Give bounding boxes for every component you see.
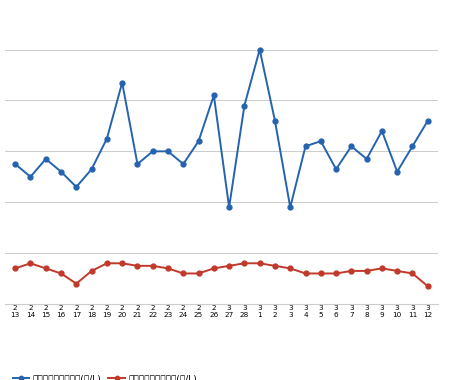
レギュラー看板価格(円/L) [211, 93, 216, 98]
Legend: レギュラー看板価格(円/L), レギュラー実売価格(円/L): レギュラー看板価格(円/L), レギュラー実売価格(円/L) [9, 371, 200, 380]
レギュラー実売価格(円/L) [348, 269, 353, 273]
レギュラー実売価格(円/L) [409, 271, 414, 276]
レギュラー看板価格(円/L) [348, 144, 353, 149]
レギュラー看板価格(円/L) [74, 185, 79, 189]
レギュラー看板価格(円/L) [28, 174, 33, 179]
Line: レギュラー看板価格(円/L): レギュラー看板価格(円/L) [13, 47, 429, 210]
レギュラー実売価格(円/L) [74, 281, 79, 286]
レギュラー看板価格(円/L) [241, 103, 247, 108]
レギュラー実売価格(円/L) [89, 269, 94, 273]
レギュラー実売価格(円/L) [13, 266, 18, 271]
レギュラー看板価格(円/L) [257, 47, 262, 52]
レギュラー実売価格(円/L) [195, 271, 201, 276]
レギュラー実売価格(円/L) [28, 261, 33, 266]
レギュラー実売価格(円/L) [287, 266, 292, 271]
レギュラー実売価格(円/L) [318, 271, 323, 276]
レギュラー実売価格(円/L) [378, 266, 384, 271]
レギュラー看板価格(円/L) [150, 149, 155, 154]
レギュラー看板価格(円/L) [363, 157, 368, 161]
レギュラー実売価格(円/L) [226, 264, 231, 268]
レギュラー看板価格(円/L) [165, 149, 170, 154]
レギュラー実売価格(円/L) [104, 261, 109, 266]
レギュラー実売価格(円/L) [257, 261, 262, 266]
レギュラー看板価格(円/L) [287, 205, 292, 210]
レギュラー実売価格(円/L) [180, 271, 185, 276]
Line: レギュラー実売価格(円/L): レギュラー実売価格(円/L) [13, 261, 429, 289]
レギュラー実売価格(円/L) [241, 261, 247, 266]
レギュラー実売価格(円/L) [119, 261, 124, 266]
レギュラー看板価格(円/L) [378, 129, 384, 133]
レギュラー看板価格(円/L) [134, 162, 140, 166]
レギュラー看板価格(円/L) [58, 169, 64, 174]
レギュラー実売価格(円/L) [165, 266, 170, 271]
レギュラー看板価格(円/L) [180, 162, 185, 166]
レギュラー看板価格(円/L) [394, 169, 399, 174]
レギュラー実売価格(円/L) [211, 266, 216, 271]
レギュラー実売価格(円/L) [134, 264, 140, 268]
レギュラー看板価格(円/L) [318, 139, 323, 143]
レギュラー実売価格(円/L) [394, 269, 399, 273]
レギュラー実売価格(円/L) [150, 264, 155, 268]
レギュラー看板価格(円/L) [333, 167, 338, 171]
レギュラー看板価格(円/L) [104, 136, 109, 141]
レギュラー看板価格(円/L) [89, 167, 94, 171]
レギュラー看板価格(円/L) [119, 80, 124, 85]
レギュラー看板価格(円/L) [43, 157, 48, 161]
レギュラー看板価格(円/L) [424, 119, 429, 123]
レギュラー看板価格(円/L) [226, 205, 231, 210]
レギュラー実売価格(円/L) [333, 271, 338, 276]
レギュラー看板価格(円/L) [272, 119, 277, 123]
レギュラー看板価格(円/L) [13, 162, 18, 166]
レギュラー実売価格(円/L) [424, 284, 429, 288]
レギュラー実売価格(円/L) [363, 269, 368, 273]
レギュラー看板価格(円/L) [195, 139, 201, 143]
レギュラー実売価格(円/L) [58, 271, 64, 276]
レギュラー実売価格(円/L) [43, 266, 48, 271]
レギュラー実売価格(円/L) [302, 271, 308, 276]
レギュラー看板価格(円/L) [302, 144, 308, 149]
レギュラー看板価格(円/L) [409, 144, 414, 149]
レギュラー実売価格(円/L) [272, 264, 277, 268]
